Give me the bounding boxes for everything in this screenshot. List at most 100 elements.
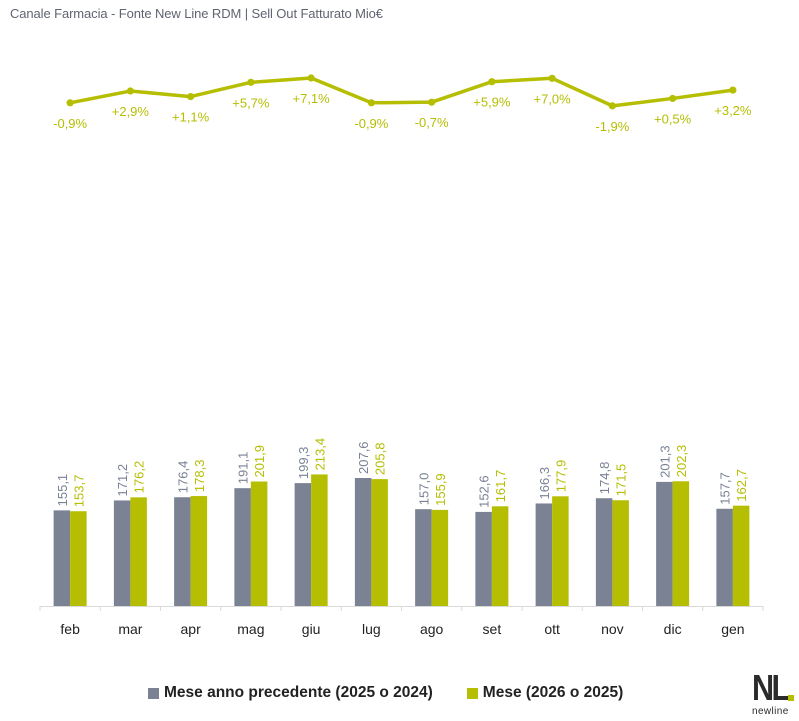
x-tick-label-set: set — [483, 621, 502, 637]
data-label-current: 176,2 — [132, 461, 147, 494]
growth-point-ago — [428, 98, 436, 106]
data-label-current: 161,7 — [493, 470, 508, 503]
data-label-current: 155,9 — [433, 473, 448, 506]
legend-swatch-previous — [148, 687, 159, 699]
bar-current-dic — [672, 481, 690, 606]
data-label-previous: 157,7 — [718, 472, 733, 505]
bar-current-nov — [612, 500, 629, 606]
bar-current-feb — [70, 511, 87, 606]
data-label-previous: 166,3 — [537, 467, 552, 500]
x-tick-label-ago: ago — [420, 621, 444, 637]
legend-item-current: Mese (2026 o 2025) — [466, 684, 624, 702]
growth-label-gen: +3,2% — [714, 103, 752, 118]
growth-point-feb — [66, 99, 74, 107]
growth-label-lug: -0,9% — [354, 116, 388, 131]
growth-label-ott: +7,0% — [534, 91, 572, 106]
growth-label-feb: -0,9% — [53, 116, 87, 131]
growth-point-mar — [126, 87, 134, 95]
growth-point-giu — [307, 74, 315, 82]
growth-point-lug — [367, 99, 375, 107]
data-label-previous: 201,3 — [657, 445, 672, 478]
growth-line-layer: -0,9% +2,9% +1,1% +5,7% +7,1% -0,9% -0,7% +5,9%… — [53, 74, 752, 134]
bar-previous-ott — [535, 503, 553, 606]
x-tick-label-apr: apr — [181, 621, 202, 637]
legend-label-current: Mese (2026 o 2025) — [482, 684, 624, 701]
growth-label-ago: -0,7% — [415, 115, 449, 130]
data-label-current: 205,8 — [373, 443, 388, 476]
bar-previous-mar — [113, 500, 131, 606]
bar-previous-feb — [53, 510, 71, 606]
growth-point-apr — [187, 92, 195, 101]
x-tick-label-mar: mar — [118, 621, 142, 637]
logo-dot — [788, 695, 794, 701]
data-label-current: 171,5 — [614, 464, 629, 497]
growth-label-mag: +5,7% — [232, 95, 270, 110]
growth-label-mar: +2,9% — [112, 104, 150, 119]
x-axis: feb mar apr mag giu lug ago set ott nov dic gen — [39, 606, 764, 637]
chart: -0,9% +2,9% +1,1% +5,7% +7,1% -0,9% -0,7% +5,9%… — [39, 74, 764, 637]
data-label-previous: 207,6 — [356, 441, 371, 474]
growth-label-dic: +0,5% — [654, 111, 692, 126]
bar-current-apr — [190, 496, 208, 606]
newline-logo: NL newline — [752, 670, 796, 720]
bar-previous-lug — [354, 478, 372, 606]
data-label-current: 178,3 — [192, 460, 207, 493]
x-tick-label-giu: giu — [302, 621, 321, 637]
growth-point-mag — [247, 78, 255, 86]
x-tick-label-ott: ott — [544, 621, 560, 637]
growth-label-giu: +7,1% — [293, 91, 331, 106]
data-label-current: 213,4 — [312, 438, 327, 471]
data-label-current: 202,3 — [674, 445, 689, 478]
growth-label-set: +5,9% — [473, 95, 511, 110]
bar-current-lug — [371, 479, 388, 606]
x-tick-label-dic: dic — [664, 621, 682, 637]
growth-line — [69, 76, 734, 108]
growth-point-gen — [729, 86, 737, 94]
logo-word: newline — [752, 706, 789, 717]
x-tick-label-nov: nov — [601, 621, 624, 637]
bar-current-ago — [431, 509, 449, 606]
bar-previous-ago — [415, 509, 432, 606]
data-label-current: 162,7 — [734, 469, 749, 502]
legend-swatch-current — [466, 687, 478, 699]
chart-title: Canale Farmacia - Fonte New Line RDM | S… — [10, 6, 383, 21]
bar-current-mag — [250, 481, 268, 606]
bar-previous-apr — [174, 497, 191, 606]
bar-previous-nov — [595, 498, 613, 606]
growth-label-apr: +1,1% — [172, 110, 210, 125]
bar-current-set — [491, 506, 509, 606]
x-tick-label-feb: feb — [60, 621, 80, 637]
data-label-previous: 199,3 — [296, 447, 311, 480]
data-label-previous: 176,4 — [175, 461, 190, 494]
bar-current-mar — [130, 497, 147, 606]
growth-label-nov: -1,9% — [595, 119, 629, 134]
data-label-previous: 152,6 — [477, 475, 492, 508]
bar-previous-dic — [656, 481, 673, 606]
growth-point-set — [488, 78, 496, 86]
bar-previous-gen — [716, 508, 733, 606]
data-label-previous: 191,1 — [236, 452, 251, 485]
x-tick-label-lug: lug — [362, 621, 381, 637]
growth-point-nov — [608, 102, 616, 110]
logo-mark: NL — [752, 667, 790, 708]
bar-current-gen — [732, 505, 750, 606]
bar-current-ott — [552, 496, 569, 606]
data-label-current: 177,9 — [553, 460, 568, 493]
growth-point-dic — [669, 94, 677, 103]
data-label-current: 153,7 — [71, 475, 86, 508]
legend-label-previous: Mese anno precedente (2025 o 2024) — [164, 684, 433, 701]
bar-previous-giu — [294, 483, 312, 606]
bars-layer: 155,1 153,7 171,2 176,2 176,4 178,3 191,1 201,9… — [53, 438, 750, 606]
legend-item-previous: Mese anno precedente (2025 o 2024) — [148, 684, 433, 702]
bar-current-giu — [311, 474, 328, 606]
data-label-previous: 157,0 — [416, 473, 431, 506]
x-tick-label-gen: gen — [721, 621, 744, 637]
bar-previous-mag — [234, 488, 251, 606]
data-label-previous: 171,2 — [115, 464, 130, 497]
data-label-previous: 174,8 — [597, 462, 612, 495]
bar-previous-set — [475, 511, 492, 606]
x-tick-label-mag: mag — [237, 621, 264, 637]
data-label-previous: 155,1 — [55, 474, 70, 507]
data-label-current: 201,9 — [252, 445, 267, 478]
legend: Mese anno precedente (2025 o 2024) Mese … — [148, 684, 657, 702]
